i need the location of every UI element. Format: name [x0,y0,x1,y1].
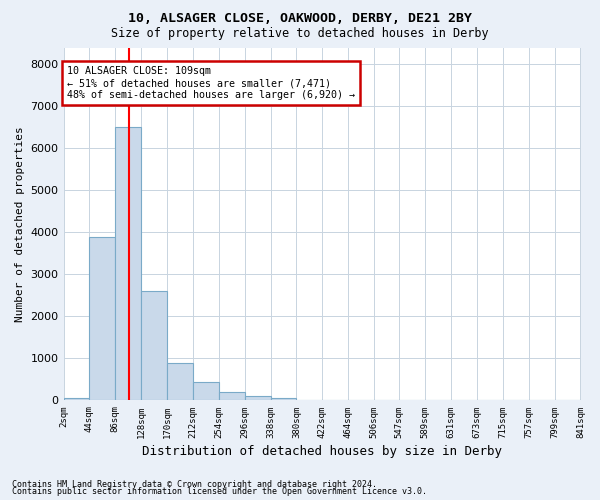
Text: 10, ALSAGER CLOSE, OAKWOOD, DERBY, DE21 2BY: 10, ALSAGER CLOSE, OAKWOOD, DERBY, DE21 … [128,12,472,26]
Bar [89,236,115,400]
Bar [193,382,219,400]
Bar [115,128,141,400]
Y-axis label: Number of detached properties: Number of detached properties [15,126,25,322]
Text: 10 ALSAGER CLOSE: 109sqm
← 51% of detached houses are smaller (7,471)
48% of sem: 10 ALSAGER CLOSE: 109sqm ← 51% of detach… [67,66,355,100]
X-axis label: Distribution of detached houses by size in Derby: Distribution of detached houses by size … [142,444,502,458]
Text: Size of property relative to detached houses in Derby: Size of property relative to detached ho… [111,28,489,40]
Bar [245,396,271,400]
Text: Contains HM Land Registry data © Crown copyright and database right 2024.: Contains HM Land Registry data © Crown c… [12,480,377,489]
Bar [271,398,296,400]
Bar [64,398,89,400]
Bar [141,291,167,401]
Text: Contains public sector information licensed under the Open Government Licence v3: Contains public sector information licen… [12,488,427,496]
Bar [219,392,245,400]
Bar [167,362,193,401]
